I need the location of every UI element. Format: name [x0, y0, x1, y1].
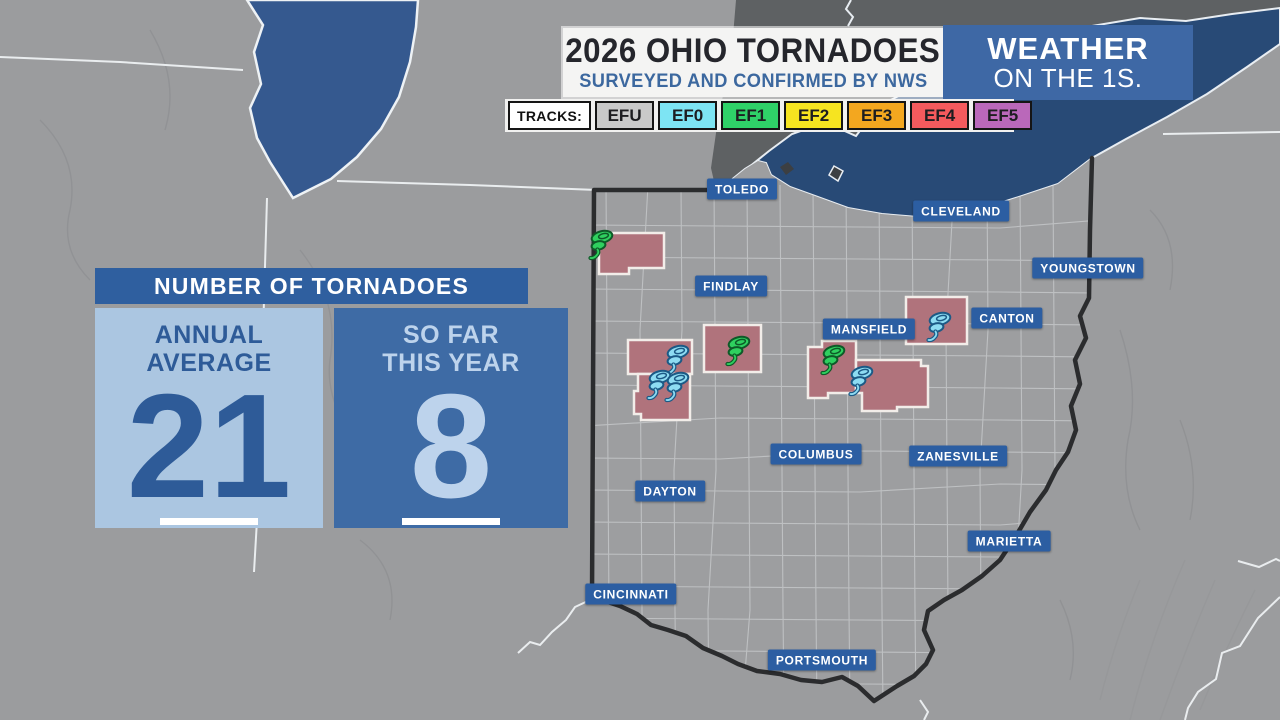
tornado-track-county	[854, 358, 930, 413]
city-label-cleveland: CLEVELAND	[913, 200, 1009, 222]
tornado-icon-ef0	[923, 311, 953, 345]
legend-item-ef3: EF3	[847, 101, 907, 130]
so-far-underline	[402, 518, 500, 525]
city-label-dayton: DAYTON	[635, 480, 705, 502]
tornado-icon-ef1	[585, 229, 615, 263]
lake-michigan	[245, 0, 420, 200]
city-label-mansfield: MANSFIELD	[822, 318, 916, 340]
tornado-icon-ef0	[661, 344, 691, 378]
legend-item-ef2: EF2	[784, 101, 844, 130]
annual-average-label: ANNUAL AVERAGE	[146, 321, 272, 377]
city-label-columbus: COLUMBUS	[770, 443, 862, 465]
legend-item-ef5: EF5	[973, 101, 1033, 130]
brand-line1: WEATHER	[987, 31, 1149, 67]
annual-average-card: ANNUAL AVERAGE 21	[95, 308, 323, 528]
tornado-icon-ef1	[817, 344, 847, 378]
city-label-zanesville: ZANESVILLE	[909, 445, 1007, 467]
city-label-toledo: TOLEDO	[707, 178, 777, 200]
tracks-label: TRACKS:	[508, 101, 592, 130]
annual-average-value: 21	[126, 364, 292, 529]
legend-item-efu: EFU	[595, 101, 655, 130]
city-label-marietta: MARIETTA	[967, 530, 1051, 552]
tornado-icon-ef0	[845, 365, 875, 399]
city-label-portsmouth: PORTSMOUTH	[767, 649, 877, 671]
tornado-track-county	[597, 231, 666, 276]
legend-item-ef0: EF0	[658, 101, 718, 130]
annual-average-underline	[160, 518, 258, 525]
city-label-cincinnati: CINCINNATI	[585, 583, 677, 605]
ohio-state-border	[589, 155, 1095, 704]
tracks-legend: TRACKS: EFU EF0 EF1 EF2 EF3 EF4 EF5	[505, 99, 1033, 132]
tornado-icon-ef0	[643, 369, 673, 403]
brand-box: WEATHER ON THE 1S.	[943, 25, 1193, 100]
stats-panel-title: NUMBER OF TORNADOES	[95, 268, 528, 304]
so-far-value: 8	[409, 364, 493, 529]
brand-line2: ON THE 1S.	[993, 63, 1143, 94]
legend-item-ef1: EF1	[721, 101, 781, 130]
terrain-ridges	[1099, 559, 1256, 720]
tornado-icon-ef0	[661, 371, 691, 405]
so-far-card: SO FAR THIS YEAR 8	[334, 308, 568, 528]
detroit-river	[844, 0, 855, 27]
so-far-label: SO FAR THIS YEAR	[382, 321, 520, 377]
city-label-findlay: FINDLAY	[695, 275, 767, 297]
legend-item-ef4: EF4	[910, 101, 970, 130]
city-label-canton: CANTON	[971, 307, 1043, 329]
page-subtitle: SURVEYED AND CONFIRMED BY NWS	[578, 71, 928, 92]
city-label-youngstown: YOUNGSTOWN	[1032, 257, 1144, 279]
page-title: 2026 OHIO TORNADOES	[565, 32, 941, 70]
title-box: 2026 OHIO TORNADOES SURVEYED AND CONFIRM…	[563, 28, 943, 97]
tornado-icon-ef1	[722, 335, 752, 369]
